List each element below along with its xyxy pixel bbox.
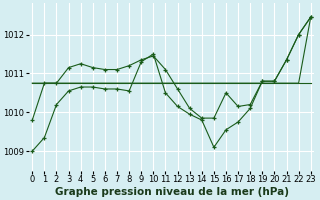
X-axis label: Graphe pression niveau de la mer (hPa): Graphe pression niveau de la mer (hPa): [54, 187, 289, 197]
